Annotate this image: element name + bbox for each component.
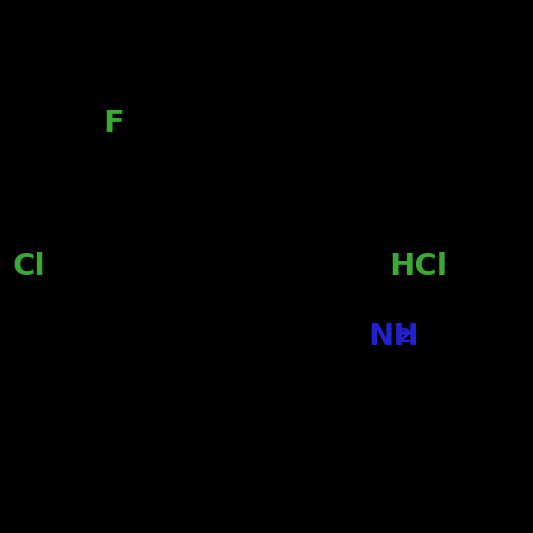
- Text: HCl: HCl: [389, 252, 447, 281]
- Text: Cl: Cl: [12, 252, 45, 281]
- Text: 2: 2: [397, 327, 411, 346]
- Text: F: F: [103, 109, 124, 138]
- Text: NH: NH: [368, 322, 418, 351]
